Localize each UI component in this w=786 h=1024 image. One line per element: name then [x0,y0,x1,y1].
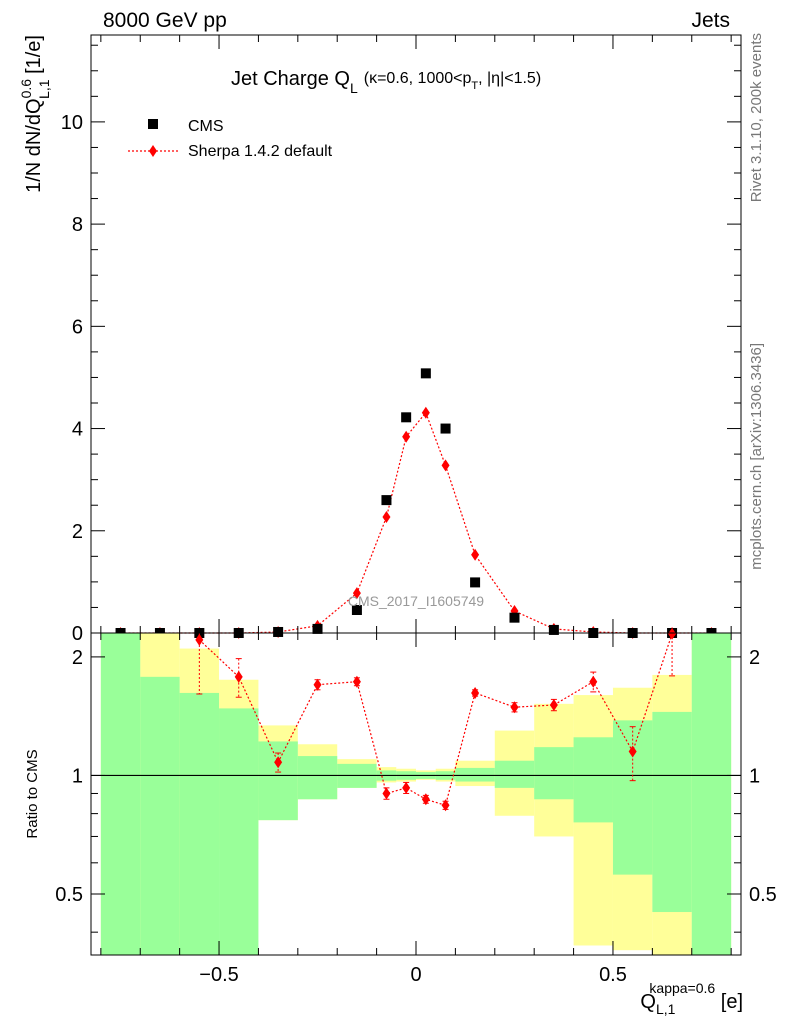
data-point [273,626,284,637]
y-tick-label: 6 [72,316,83,338]
uncertainty-band-inner [140,676,180,955]
uncertainty-band-inner [573,737,613,823]
ratio-y-tick-label-right: 1 [749,765,760,787]
legend-cms-label: CMS [188,118,224,135]
ratio-mc-point [234,670,243,683]
ratio-mc-point [510,701,519,714]
ratio-mc-point [471,686,480,699]
ratio-y-tick-label-right: 0.5 [749,884,777,906]
x-axis: −0.5 0 0.5 [100,633,732,986]
uncertainty-band-inner [691,633,732,955]
data-point [381,495,392,506]
data-point [420,368,431,379]
data-point [440,423,451,434]
x-tick-label: 0.5 [599,964,627,986]
legend-mc-marker [149,145,157,157]
ratio-mc-point [628,745,637,758]
uncertainty-band-inner [494,760,535,788]
data-point [509,612,520,623]
y-tick-label: 2 [72,521,83,543]
data-point [312,623,323,634]
ratio-mc-point [421,793,430,806]
ratio-y-axis: 0.5 0.5 1 1 2 2 [55,647,777,933]
main-y-axis: 0 2 4 6 8 10 [61,44,741,645]
data-point [401,412,412,423]
ratio-y-tick-label: 1 [72,765,83,787]
ratio-y-tick-label: 2 [72,647,83,669]
legend-mc-label: Sherpa 1.4.2 default [188,143,333,160]
ratio-mc-point [382,787,391,800]
x-tick-label: 0 [410,964,421,986]
header-energy-label: 8000 GeV pp [103,9,227,32]
legend-cms-marker [148,119,158,129]
chart-title: Jet Charge QL(κ=0.6, 1000<pT, |η|<1.5) [231,68,541,96]
ratio-mc-point [274,756,283,769]
main-plot-area [115,368,717,639]
ratio-y-axis-label: Ratio to CMS [24,749,41,838]
legend: CMS Sherpa 1.4.2 default [128,118,333,160]
mc-line [120,411,712,634]
x-tick-label: −0.5 [199,964,238,986]
ratio-mc-point [441,799,450,812]
uncertainty-band-inner [100,633,141,955]
mc-point [471,548,480,561]
y-tick-label: 4 [72,419,83,441]
mc-point [402,430,411,443]
ratio-mc-point [402,781,411,794]
data-point [548,624,559,635]
mc-point [421,406,430,419]
ratio-plot-area [91,627,741,955]
y-tick-label: 0 [72,623,83,645]
ratio-panel: 0.5 0.5 1 1 2 2 −0.5 0 0.5 Ratio to CMS QL,1kap… [24,627,777,1017]
uncertainty-band-inner [534,747,574,800]
data-point [351,605,362,615]
ratio-mc-point [589,675,598,688]
uncertainty-band-inner [297,756,338,800]
mc-point [352,587,361,600]
ratio-mc-point [195,633,204,646]
side-label-rivet: Rivet 3.1.10, 200k events [748,33,765,202]
mc-point [441,459,450,472]
ratio-mc-point [352,675,361,688]
ratio-y-tick-label: 0.5 [55,884,83,906]
uncertainty-band-inner [652,711,692,913]
side-label-mcplots: mcplots.cern.ch [arXiv:1306.3436] [748,343,765,570]
mc-point [382,510,391,523]
uncertainty-band-inner [219,708,259,955]
y-tick-label: 10 [61,112,83,134]
main-y-axis-label: 1/N dN/dQ0.6 L,1 [1/e] [18,35,52,193]
x-axis-label: QL,1kappa=0.6 [e] [640,980,743,1017]
ratio-y-tick-label-right: 2 [749,647,760,669]
watermark: CMS_2017_I1605749 [348,593,484,609]
data-point [470,577,481,588]
ratio-mc-point [549,698,558,711]
main-panel: 0 2 4 6 8 10 Jet Charge QL(κ=0.6, 1000<pT, |η… [18,34,742,645]
header-process-label: Jets [691,9,730,32]
main-x-ticks [100,35,732,633]
ratio-mc-point [313,678,322,691]
ratio-mc-point [668,627,677,640]
y-tick-label: 8 [72,214,83,236]
uncertainty-band-inner [455,767,495,782]
uncertainty-band-inner [179,692,220,955]
